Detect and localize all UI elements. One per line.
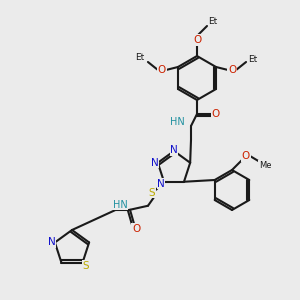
Text: N: N	[151, 158, 159, 168]
Text: HN: HN	[170, 117, 185, 127]
Text: S: S	[82, 261, 89, 271]
Text: O: O	[228, 65, 236, 75]
Text: O: O	[193, 35, 201, 45]
Text: O: O	[132, 224, 140, 234]
Text: O: O	[212, 109, 220, 119]
Text: N: N	[157, 179, 165, 189]
Text: Et: Et	[208, 16, 217, 26]
Text: Me: Me	[259, 160, 271, 169]
Text: Et: Et	[135, 53, 145, 62]
Text: O: O	[242, 151, 250, 161]
Text: Et: Et	[248, 55, 258, 64]
Text: HN: HN	[112, 200, 128, 210]
Text: N: N	[48, 237, 56, 248]
Text: S: S	[149, 188, 155, 198]
Text: N: N	[170, 145, 178, 155]
Text: O: O	[158, 65, 166, 75]
